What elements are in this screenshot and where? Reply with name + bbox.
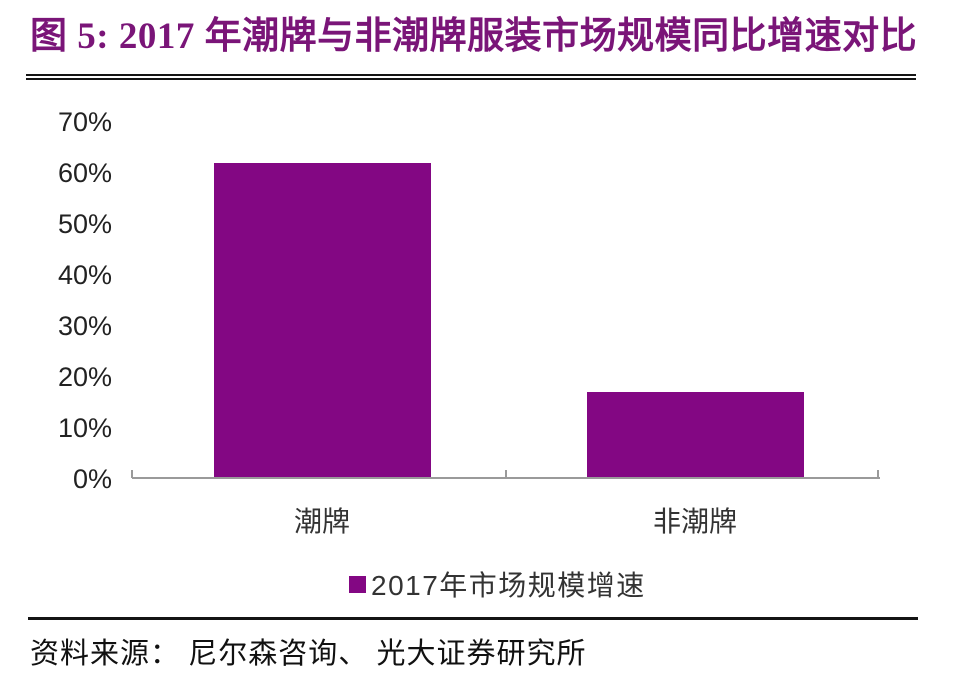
legend-label: 2017年市场规模增速	[371, 570, 646, 601]
figure-title: 图 5: 2017 年潮牌与非潮牌服装市场规模同比增速对比	[30, 16, 918, 57]
title-divider	[26, 74, 916, 80]
y-axis-tick-label: 10%	[57, 413, 112, 443]
chart-legend: 2017年市场规模增速	[349, 564, 646, 604]
x-axis-category-label: 非潮牌	[652, 506, 737, 537]
y-axis-tick-label: 40%	[57, 260, 112, 290]
y-axis-tick-label: 50%	[57, 209, 112, 239]
x-axis-tick	[505, 470, 507, 478]
y-axis-tick-label: 60%	[57, 158, 112, 188]
x-axis-tick	[131, 470, 133, 478]
legend-swatch-icon	[349, 575, 366, 593]
x-axis-line	[132, 477, 880, 479]
x-axis-category-label: 潮牌	[293, 506, 350, 537]
x-axis-tick	[877, 470, 879, 478]
y-axis-tick-label: 70%	[57, 107, 112, 137]
footer-divider	[28, 617, 918, 620]
y-axis-tick-label: 20%	[57, 362, 112, 392]
chart-bar	[586, 392, 804, 479]
bar-chart: 0% 10% 20% 30% 40% 50% 60% 70% 潮牌 非潮牌 2017年市场规模增…	[0, 90, 960, 610]
y-axis-tick-label: 30%	[57, 311, 112, 341]
chart-bar	[213, 162, 431, 479]
source-note: 资料来源： 尼尔森咨询、 光大证券研究所	[30, 638, 587, 670]
y-axis-tick-label: 0%	[72, 464, 112, 494]
